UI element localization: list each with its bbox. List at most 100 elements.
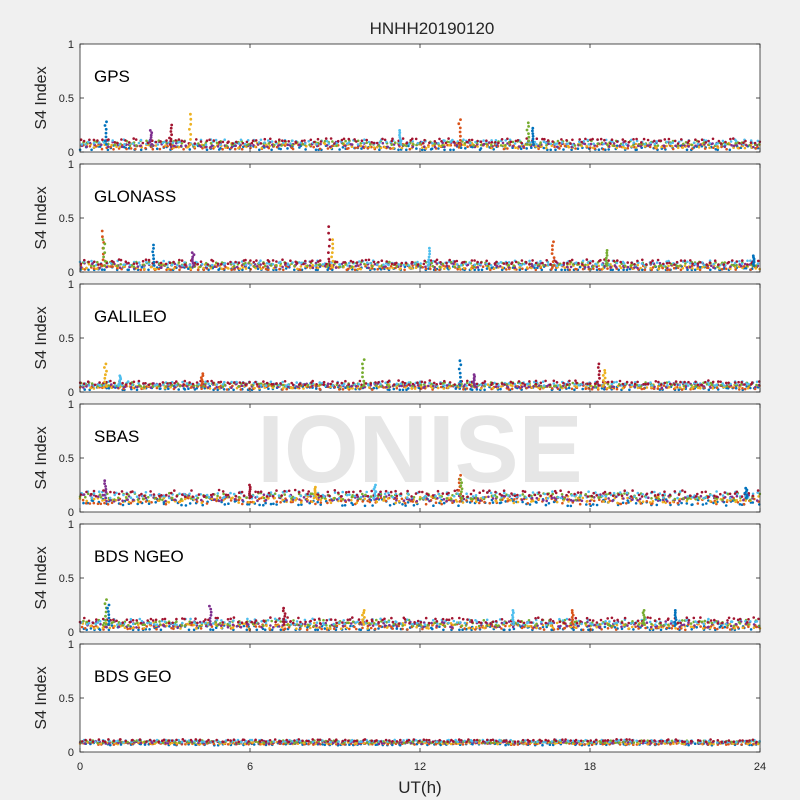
data-point <box>405 142 409 145</box>
data-point <box>132 137 135 140</box>
data-points <box>78 112 762 152</box>
data-point <box>331 238 334 242</box>
data-point <box>651 266 655 269</box>
data-point <box>499 387 502 391</box>
data-point <box>338 388 341 391</box>
data-point <box>411 261 414 264</box>
data-point <box>296 267 299 271</box>
data-point <box>200 262 204 266</box>
data-point <box>411 145 415 149</box>
data-point <box>490 141 494 144</box>
data-point <box>104 362 108 366</box>
data-point <box>636 259 639 263</box>
data-point <box>650 497 653 500</box>
data-point <box>362 358 366 361</box>
y-tick-label: 1 <box>68 279 74 291</box>
data-point <box>311 263 314 267</box>
data-point <box>327 225 331 229</box>
data-point <box>636 266 639 270</box>
data-point <box>87 260 90 264</box>
data-point <box>499 144 503 147</box>
data-point <box>539 385 543 388</box>
data-point <box>299 265 303 268</box>
data-point <box>514 385 517 388</box>
data-point <box>129 496 133 500</box>
data-point <box>491 386 495 390</box>
data-point <box>232 264 236 268</box>
data-point <box>92 492 96 495</box>
data-point <box>717 139 721 143</box>
data-point <box>427 384 430 388</box>
data-point <box>342 137 346 141</box>
data-point <box>433 145 437 149</box>
data-point <box>201 503 204 507</box>
data-point <box>113 143 117 147</box>
data-point <box>442 387 446 390</box>
data-point <box>259 259 262 263</box>
data-point <box>742 141 745 144</box>
data-point <box>237 142 241 145</box>
data-point <box>361 366 365 370</box>
data-point <box>260 146 264 150</box>
data-point <box>237 146 240 150</box>
data-point <box>530 262 533 266</box>
data-point <box>693 268 697 272</box>
data-point <box>227 140 230 143</box>
data-point <box>273 143 276 147</box>
data-point <box>633 382 637 386</box>
data-point <box>118 145 122 149</box>
data-point <box>724 381 728 385</box>
data-point <box>271 143 274 147</box>
data-point <box>715 490 718 493</box>
data-point <box>485 259 489 263</box>
data-point <box>155 383 159 386</box>
data-point <box>662 262 665 266</box>
data-point <box>199 145 203 148</box>
data-point <box>507 264 511 267</box>
data-point <box>242 381 245 385</box>
data-point <box>604 148 607 152</box>
data-point <box>728 148 732 152</box>
data-point <box>735 263 738 267</box>
data-point <box>269 137 272 141</box>
data-point <box>230 380 233 384</box>
data-point <box>612 142 616 145</box>
data-point <box>228 382 231 386</box>
data-point <box>173 498 177 502</box>
data-point <box>550 252 554 256</box>
data-point <box>480 268 484 272</box>
data-point <box>520 259 524 262</box>
data-point <box>231 142 235 145</box>
data-point <box>240 490 244 494</box>
data-point <box>170 263 174 267</box>
data-point <box>604 259 608 262</box>
data-point <box>708 261 712 265</box>
data-point <box>326 268 330 272</box>
data-point <box>299 382 302 385</box>
data-point <box>144 146 147 150</box>
data-point <box>611 385 615 389</box>
data-point <box>659 264 663 267</box>
data-point <box>220 262 223 266</box>
data-point <box>191 382 195 386</box>
data-point <box>387 385 391 388</box>
data-point <box>327 231 330 235</box>
data-point <box>587 490 590 494</box>
data-point <box>110 501 114 505</box>
data-point <box>384 381 387 385</box>
data-point <box>531 140 535 144</box>
data-point <box>709 493 712 497</box>
data-point <box>173 262 177 266</box>
data-point <box>361 375 364 379</box>
data-point <box>711 387 715 390</box>
data-point <box>189 133 193 136</box>
data-point <box>716 148 719 152</box>
data-point <box>439 385 443 389</box>
data-point <box>356 143 360 146</box>
data-point <box>212 139 216 142</box>
data-point <box>363 138 366 141</box>
data-point <box>225 144 228 147</box>
data-point <box>152 260 156 264</box>
data-point <box>404 504 407 507</box>
data-point <box>743 383 746 386</box>
